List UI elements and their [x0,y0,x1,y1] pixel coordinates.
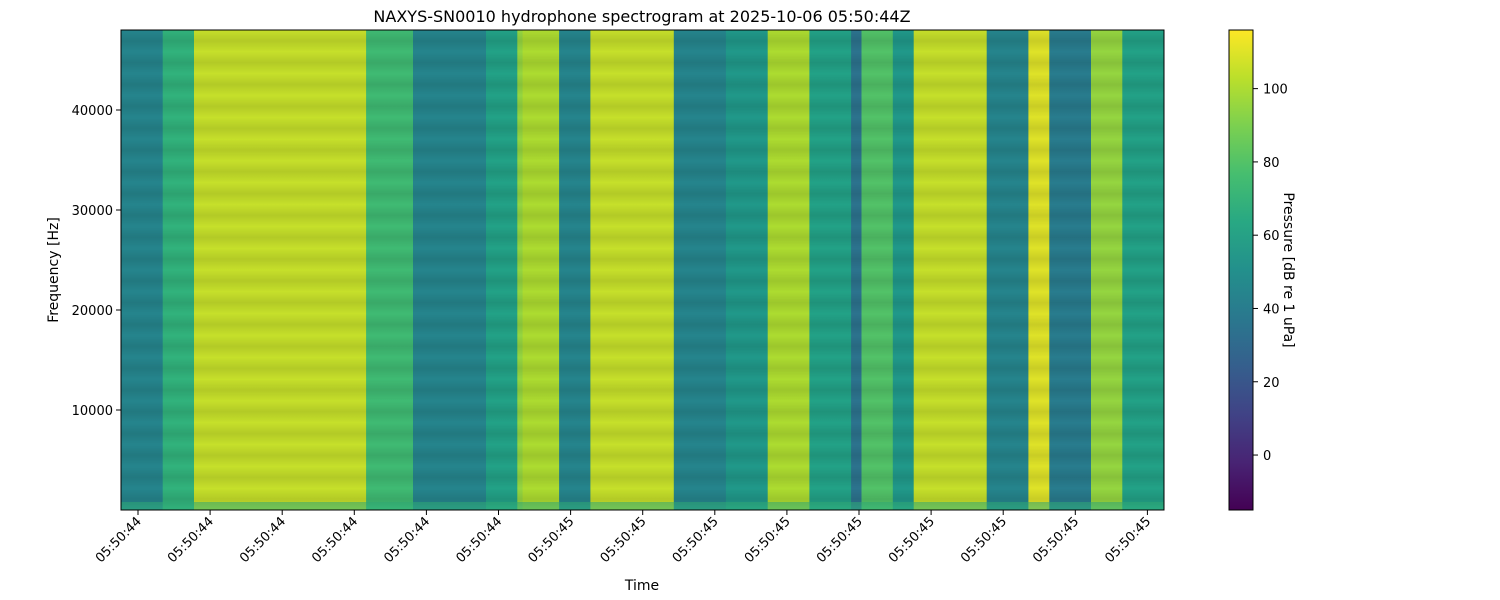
x-axis-label: Time [624,578,659,594]
colorbar-frame [1228,29,1254,511]
chart-title: NAXYS-SN0010 hydrophone spectrogram at 2… [373,7,910,26]
colorbar-tick-label: 20 [1263,376,1280,391]
y-tick-label: 40000 [72,104,113,119]
x-tick-label: 05:50:44 [165,514,217,566]
x-tick-label: 05:50:45 [886,514,938,566]
colorbar-tick-label: 0 [1263,449,1271,464]
y-tick-label: 20000 [72,304,113,319]
x-tick-label: 05:50:45 [1030,514,1082,566]
colorbar-tick-label: 40 [1263,302,1280,317]
y-axis: 10000 20000 30000 40000 [72,104,121,419]
x-tick-label: 05:50:45 [742,514,794,566]
frequency-banding-overlay [121,30,1164,510]
colorbar-axis: 0 20 40 60 80 100 [1253,83,1288,464]
x-tick-label: 05:50:44 [381,514,433,566]
x-tick-label: 05:50:45 [670,514,722,566]
x-tick-label: 05:50:45 [598,514,650,566]
x-axis: 05:50:44 05:50:44 05:50:44 05:50:44 05:50:44… [93,510,1154,566]
y-tick-label: 10000 [72,404,113,419]
colorbar-tick-label: 80 [1263,156,1280,171]
colorbar-tick-label: 100 [1263,83,1288,98]
x-tick-label: 05:50:45 [958,514,1010,566]
colorbar-tick-label: 60 [1263,229,1280,244]
x-tick-label: 05:50:44 [453,514,505,566]
y-tick-label: 30000 [72,204,113,219]
x-tick-label: 05:50:44 [309,514,361,566]
colorbar-label: Pressure [dB re 1 uPa] [1280,192,1296,347]
x-tick-label: 05:50:45 [1102,514,1154,566]
y-axis-label: Frequency [Hz] [46,217,62,323]
x-tick-label: 05:50:44 [93,514,145,566]
x-tick-label: 05:50:44 [237,514,289,566]
x-tick-label: 05:50:45 [526,514,578,566]
colorbar [1229,30,1253,510]
x-tick-label: 05:50:45 [814,514,866,566]
